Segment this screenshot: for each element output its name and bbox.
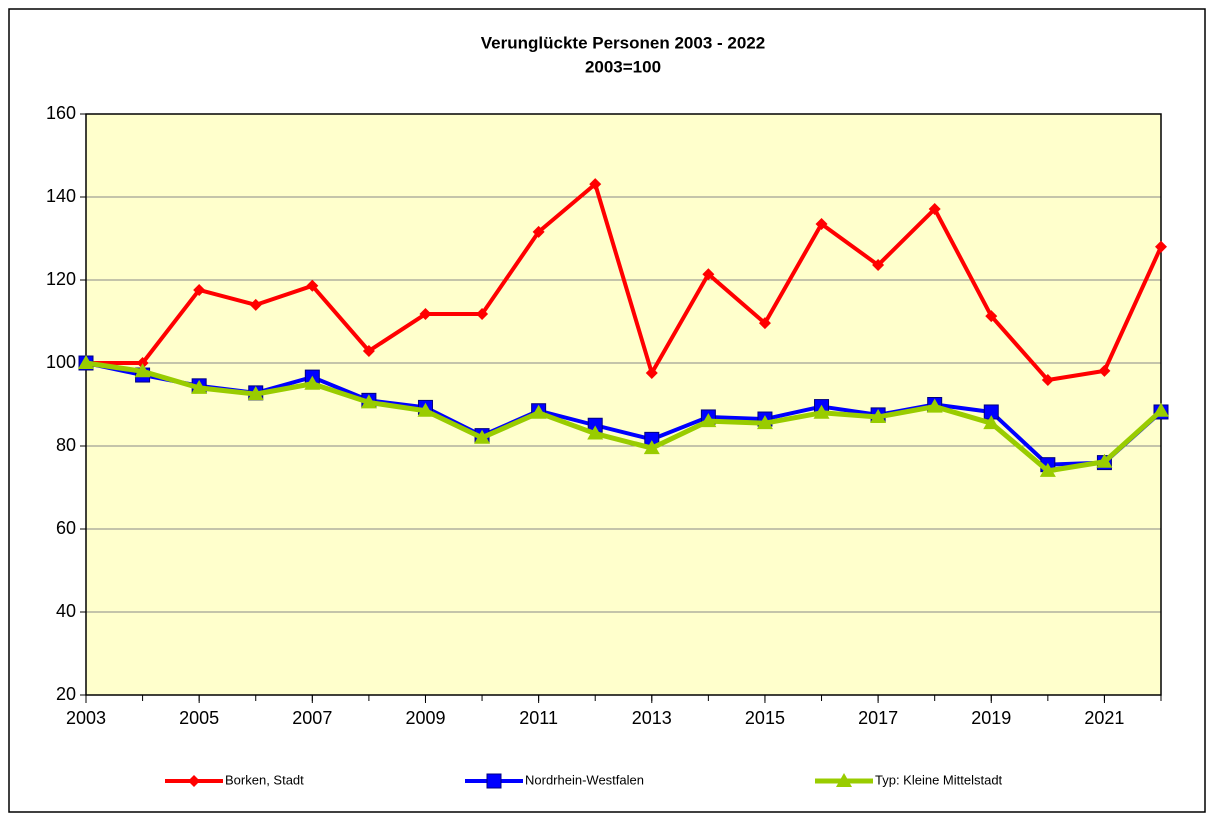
point <box>983 415 1000 430</box>
y-tick-label: 120 <box>46 269 76 289</box>
x-tick-label: 2015 <box>745 708 785 728</box>
y-tick-label: 40 <box>56 601 76 621</box>
x-tick-label: 2003 <box>66 708 106 728</box>
legend-marker <box>836 773 852 787</box>
point <box>926 398 943 413</box>
point <box>417 402 434 417</box>
point <box>700 413 717 428</box>
point <box>306 279 319 292</box>
point <box>474 429 491 444</box>
point <box>1155 240 1167 253</box>
y-tick-label: 160 <box>46 103 76 123</box>
point <box>985 310 998 323</box>
x-tick-label: 2007 <box>292 708 332 728</box>
x-tick-label: 2005 <box>179 708 219 728</box>
point <box>872 259 885 272</box>
point <box>815 217 828 230</box>
legend-label: Borken, Stadt <box>225 772 304 787</box>
point <box>1098 364 1111 377</box>
point <box>78 355 94 369</box>
point <box>589 178 602 191</box>
point <box>193 283 206 296</box>
point <box>1041 374 1054 387</box>
series-line <box>86 182 1163 383</box>
point <box>191 379 208 394</box>
plot-area <box>86 114 1161 695</box>
legend-label: Nordrhein-Westfalen <box>525 772 644 787</box>
point <box>756 415 773 430</box>
point <box>419 308 432 321</box>
point <box>587 425 604 440</box>
point <box>813 404 830 419</box>
y-tick-label: 100 <box>46 352 76 372</box>
point <box>758 317 771 330</box>
point <box>249 298 262 311</box>
point <box>645 366 658 379</box>
point <box>870 408 887 423</box>
legend-marker <box>188 775 200 787</box>
legend-label: Typ: Kleine Mittelstadt <box>875 772 1003 787</box>
point <box>247 386 264 401</box>
legend-marker <box>486 773 502 789</box>
y-tick-label: 80 <box>56 435 76 455</box>
point <box>134 363 151 378</box>
y-tick-label: 60 <box>56 518 76 538</box>
point <box>1039 462 1056 477</box>
x-tick-label: 2011 <box>519 708 558 728</box>
point <box>928 203 941 216</box>
y-tick-label: 140 <box>46 186 76 206</box>
point <box>530 404 547 419</box>
chart-subtitle: 2003=100 <box>585 57 661 76</box>
x-tick-label: 2017 <box>858 708 898 728</box>
point <box>532 225 545 238</box>
point <box>1153 402 1169 417</box>
x-tick-label: 2019 <box>971 708 1011 728</box>
x-tick-label: 2009 <box>405 708 445 728</box>
y-tick-label: 20 <box>56 684 76 704</box>
point <box>1096 453 1113 468</box>
x-tick-label: 2013 <box>632 708 672 728</box>
point <box>136 357 149 369</box>
point <box>702 268 715 281</box>
chart-title: Verunglückte Personen 2003 - 2022 <box>481 33 765 52</box>
point <box>360 394 377 409</box>
point <box>476 308 489 321</box>
point <box>362 344 375 357</box>
series-line <box>85 360 1163 474</box>
x-tick-label: 2021 <box>1084 708 1124 728</box>
point <box>304 375 321 390</box>
point <box>643 440 660 455</box>
